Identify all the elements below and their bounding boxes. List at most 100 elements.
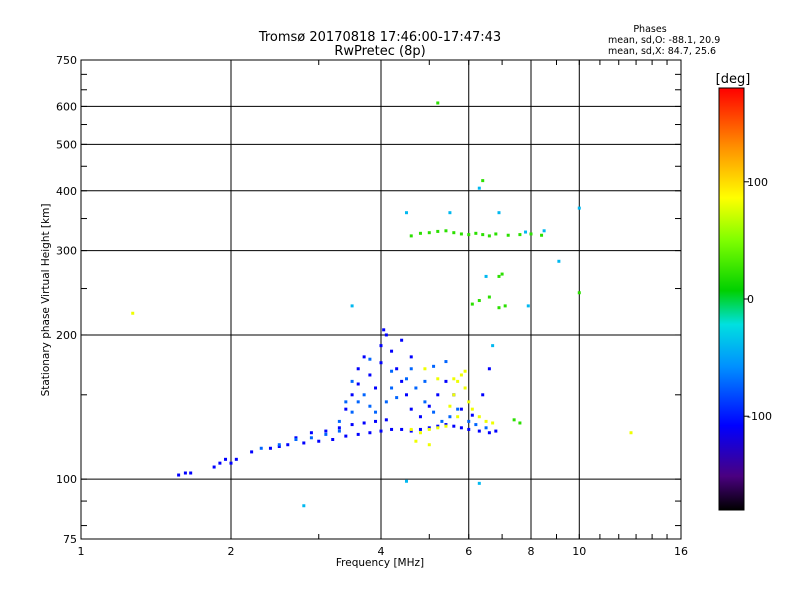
data-point xyxy=(444,424,448,428)
data-point xyxy=(427,231,431,235)
data-point xyxy=(277,444,281,448)
data-point xyxy=(309,431,313,435)
data-point xyxy=(350,423,354,427)
data-point xyxy=(474,231,478,235)
data-point xyxy=(337,426,341,430)
data-point xyxy=(467,233,471,237)
data-point xyxy=(395,367,399,371)
data-point xyxy=(404,393,408,397)
data-point xyxy=(324,432,328,436)
data-point xyxy=(456,407,460,411)
data-point xyxy=(390,386,394,390)
data-point xyxy=(229,461,233,465)
data-point xyxy=(529,232,533,236)
data-point xyxy=(350,304,354,308)
y-tick-label: 400 xyxy=(56,185,77,198)
data-point xyxy=(474,423,478,427)
data-point xyxy=(484,419,488,423)
data-point xyxy=(448,415,452,419)
data-point xyxy=(390,427,394,431)
data-point xyxy=(477,299,481,303)
colorbar-tick-label: 100 xyxy=(747,176,768,189)
data-points xyxy=(131,101,633,508)
data-point xyxy=(418,415,422,419)
data-point xyxy=(212,465,216,469)
data-point xyxy=(409,407,413,411)
data-point xyxy=(423,367,427,371)
data-point xyxy=(629,431,633,435)
data-point xyxy=(379,429,383,433)
data-point xyxy=(436,229,440,233)
data-point xyxy=(418,427,422,431)
data-point xyxy=(356,400,360,404)
data-point xyxy=(448,211,452,215)
data-point xyxy=(268,446,272,450)
data-point xyxy=(294,438,298,442)
data-point xyxy=(400,427,404,431)
data-point xyxy=(317,439,321,443)
data-point xyxy=(459,232,463,236)
data-point xyxy=(448,404,452,408)
data-point xyxy=(294,436,298,440)
data-point xyxy=(324,429,328,433)
data-point xyxy=(459,373,463,377)
data-point xyxy=(518,421,522,425)
data-point xyxy=(374,419,378,423)
colorbar-label: [deg] xyxy=(716,72,751,87)
data-point xyxy=(395,396,399,400)
colorbar-ticks: 100 0 -100 xyxy=(718,87,772,511)
data-point xyxy=(259,446,263,450)
data-point xyxy=(409,367,413,371)
data-point xyxy=(189,471,193,475)
data-point xyxy=(470,302,474,306)
grid-lines xyxy=(81,60,681,539)
y-tick-label: 600 xyxy=(56,100,77,113)
data-point xyxy=(277,443,281,447)
data-point xyxy=(463,386,467,390)
y-axis-ticks: 75 100 200 300 400 500 600 750 xyxy=(56,54,681,546)
data-point xyxy=(234,457,238,461)
data-point xyxy=(487,367,491,371)
data-point xyxy=(362,355,366,359)
x-tick-label: 8 xyxy=(528,545,535,558)
data-point xyxy=(436,101,440,105)
data-point xyxy=(456,379,460,383)
data-point xyxy=(542,229,546,233)
data-point xyxy=(427,404,431,408)
x-tick-label: 6 xyxy=(465,545,472,558)
data-point xyxy=(427,443,431,447)
data-point xyxy=(494,429,498,433)
data-point xyxy=(379,361,383,365)
data-point xyxy=(459,407,463,411)
data-point xyxy=(481,233,485,237)
data-point xyxy=(368,373,372,377)
data-point xyxy=(444,360,448,364)
data-point xyxy=(452,231,456,235)
data-point xyxy=(418,231,422,235)
data-point xyxy=(368,404,372,408)
x-tick-label: 1 xyxy=(78,545,85,558)
colorbar xyxy=(719,88,744,510)
data-point xyxy=(518,233,522,237)
data-point xyxy=(497,211,501,215)
data-point xyxy=(500,272,504,276)
stats-heading: Phases xyxy=(633,24,666,35)
data-point xyxy=(362,421,366,425)
data-point xyxy=(409,234,413,238)
data-point xyxy=(309,436,313,440)
x-axis-label: Frequency [MHz] xyxy=(336,557,424,569)
data-point xyxy=(177,473,181,477)
data-point xyxy=(382,328,386,332)
data-point xyxy=(350,393,354,397)
data-point xyxy=(302,504,306,508)
data-point xyxy=(540,233,544,237)
data-point xyxy=(368,431,372,435)
y-tick-label: 75 xyxy=(63,533,77,546)
data-point xyxy=(467,400,471,404)
data-point xyxy=(131,311,135,315)
y-tick-label: 750 xyxy=(56,54,77,67)
data-point xyxy=(344,400,348,404)
data-point xyxy=(404,377,408,381)
data-point xyxy=(481,179,485,183)
